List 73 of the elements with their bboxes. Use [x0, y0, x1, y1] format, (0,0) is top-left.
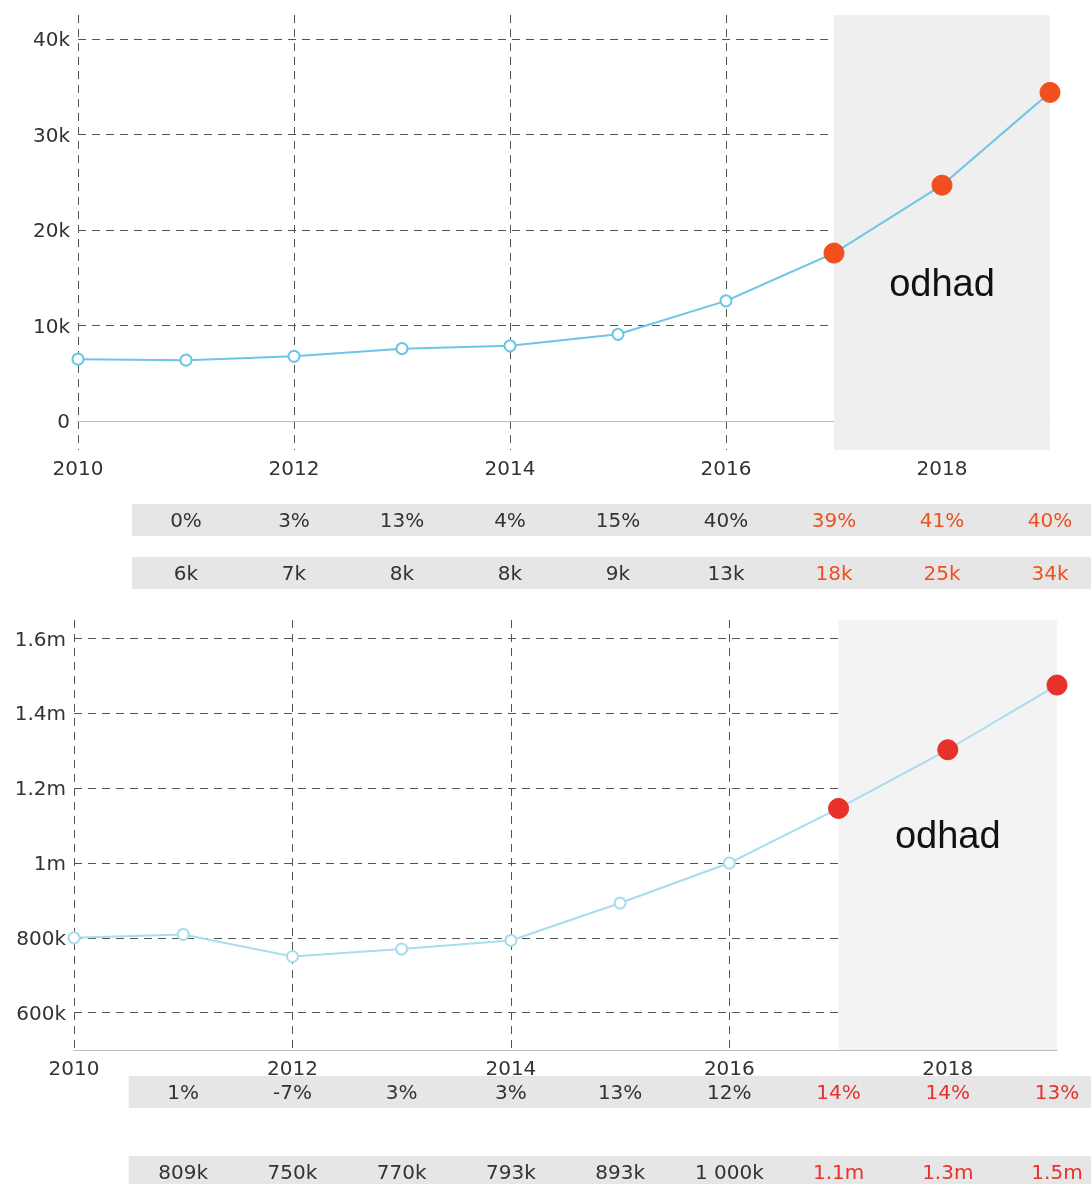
x-tick-label: 2014	[484, 456, 536, 480]
text: 13%	[379, 508, 425, 532]
text: 0%	[170, 508, 202, 532]
band-label: odhad	[889, 261, 995, 304]
text: 3%	[495, 1080, 527, 1104]
text: 6k	[173, 561, 199, 585]
text: 770k	[376, 1160, 427, 1184]
y-tick-label: 1.6m	[14, 626, 66, 651]
text: 9k	[605, 561, 631, 585]
point	[71, 352, 85, 366]
x-tick-label: 2014	[485, 1056, 537, 1080]
text: 893k	[595, 1160, 646, 1184]
text: 8k	[389, 561, 415, 585]
text: 7k	[281, 561, 307, 585]
point	[395, 942, 409, 956]
point	[504, 933, 518, 947]
x-tick-label: 2016	[700, 456, 752, 480]
y-tick-label: 800k	[16, 925, 67, 950]
text: 1.1m	[812, 1160, 865, 1184]
text: 793k	[486, 1160, 537, 1184]
text: 34k	[1031, 561, 1069, 585]
y-tick-label: 40k	[32, 26, 71, 51]
text: 41%	[919, 508, 965, 532]
text: 14%	[925, 1080, 970, 1104]
x-tick-label: 2012	[268, 456, 320, 480]
text: 809k	[158, 1160, 209, 1184]
text: 3%	[385, 1080, 418, 1104]
text: 40%	[703, 508, 749, 532]
point	[613, 896, 627, 910]
text: 1.3m	[922, 1160, 974, 1184]
text: 40%	[1027, 508, 1073, 532]
x-tick-label: 2010	[52, 456, 104, 480]
point	[176, 927, 190, 941]
text: 4%	[494, 508, 526, 532]
text: 39%	[811, 508, 857, 532]
point	[285, 950, 299, 964]
point	[67, 931, 81, 945]
x-tick-label: 2018	[922, 1056, 974, 1080]
x-tick-label: 2010	[48, 1056, 100, 1080]
y-tick-label: 600k	[16, 1000, 67, 1025]
text: 1 000k	[694, 1160, 765, 1184]
y-tick-label: 1.2m	[14, 776, 66, 801]
x-tick-label: 2018	[916, 456, 968, 480]
point	[719, 294, 733, 308]
y-tick-label: 1.4m	[14, 701, 66, 726]
text: 14%	[816, 1080, 861, 1104]
band-label: odhad	[894, 814, 1001, 856]
text: 15%	[595, 508, 641, 532]
text: -7%	[272, 1080, 312, 1104]
text: 25k	[923, 561, 961, 585]
text: 13k	[707, 561, 745, 585]
text: 18k	[815, 561, 853, 585]
point	[503, 339, 517, 353]
point	[395, 342, 409, 356]
y-tick-label: 0	[57, 409, 70, 434]
x-tick-label: 2016	[703, 1056, 755, 1080]
y-tick-label: 30k	[32, 122, 71, 147]
text: 3%	[278, 508, 310, 532]
point	[179, 353, 193, 367]
text: 13%	[597, 1080, 643, 1104]
point	[722, 856, 736, 870]
text: 750k	[267, 1160, 318, 1184]
text: 8k	[497, 561, 523, 585]
text: 13%	[1034, 1080, 1080, 1104]
x-tick-label: 2012	[266, 1056, 318, 1080]
text: 1%	[167, 1080, 200, 1104]
y-tick-label: 1m	[33, 851, 66, 876]
y-tick-label: 10k	[32, 313, 71, 338]
point	[287, 349, 301, 363]
y-tick-label: 20k	[32, 218, 71, 243]
text: 1.5m	[1031, 1160, 1083, 1184]
text: 12%	[707, 1080, 752, 1104]
point	[611, 327, 625, 341]
